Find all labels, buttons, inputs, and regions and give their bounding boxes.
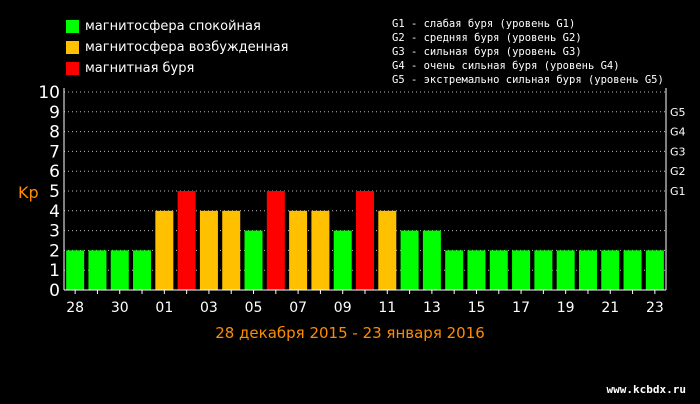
g-tick-label: G3 (670, 145, 686, 158)
y-axis-label: Kp (18, 183, 39, 202)
x-tick-label: 21 (601, 300, 619, 316)
x-tick-label: 01 (155, 300, 173, 316)
g-tick-label: G1 (670, 185, 686, 198)
x-tick-label: 30 (111, 300, 129, 316)
y-tick-label: 5 (49, 182, 60, 202)
site-watermark: www.kcbdx.ru (606, 383, 686, 396)
bar-10 (356, 191, 374, 290)
x-tick-label: 11 (378, 300, 396, 316)
legend-item-active: магнитосфера возбужденная (66, 37, 288, 58)
bar-07 (289, 210, 308, 290)
legend-label-storm: магнитная буря (85, 61, 195, 76)
y-tick-label: 4 (49, 202, 60, 222)
legend: магнитосфера спокойная магнитосфера возб… (66, 16, 288, 79)
g-level-legend: G1 - слабая буря (уровень G1) G2 - средн… (392, 17, 664, 87)
x-tick-label: 17 (512, 300, 530, 316)
x-tick-label: 03 (200, 300, 218, 316)
legend-swatch-quiet (66, 20, 79, 33)
y-tick-label: 10 (38, 83, 60, 103)
bar-13 (422, 230, 441, 290)
bar-21 (601, 250, 620, 290)
bar-09 (333, 230, 352, 290)
x-tick-label: 28 (66, 300, 84, 316)
x-tick-label: 23 (646, 300, 664, 316)
x-tick-label: 15 (468, 300, 486, 316)
y-tick-label: 0 (49, 281, 60, 301)
bar-22 (623, 250, 642, 290)
bar-31 (133, 250, 152, 290)
x-tick-label: 13 (423, 300, 441, 316)
bar-20 (578, 250, 597, 290)
bar-02 (177, 191, 196, 290)
bar-23 (645, 250, 664, 290)
g-level-3: G3 - сильная буря (уровень G3) (392, 46, 582, 58)
bar-04 (222, 210, 241, 290)
bar-05 (244, 230, 263, 290)
legend-label-active: магнитосфера возбужденная (85, 40, 289, 55)
bar-15 (467, 250, 486, 290)
bar-28 (66, 250, 85, 290)
g-tick-label: G2 (670, 165, 686, 178)
bar-17 (512, 250, 531, 290)
g-tick-label: G4 (670, 126, 686, 139)
g-level-2: G2 - средняя буря (уровень G2) (392, 32, 582, 44)
y-tick-label: 8 (49, 123, 60, 143)
y-tick-label: 6 (49, 162, 60, 182)
bar-03 (199, 210, 218, 290)
g-level-1: G1 - слабая буря (уровень G1) (392, 18, 576, 30)
x-tick-label: 05 (245, 300, 263, 316)
legend-item-quiet: магнитосфера спокойная (66, 16, 288, 37)
bar-19 (556, 250, 575, 290)
bar-18 (534, 250, 553, 290)
bar-16 (489, 250, 508, 290)
bar-12 (400, 230, 419, 290)
legend-swatch-active (66, 41, 79, 54)
bar-30 (110, 250, 129, 290)
legend-item-storm: магнитная буря (66, 58, 288, 79)
x-tick-label: 07 (289, 300, 307, 316)
bar-11 (378, 210, 397, 290)
bar-08 (311, 210, 330, 290)
y-tick-label: 7 (49, 142, 60, 162)
g-level-4: G4 - очень сильная буря (уровень G4) (392, 60, 620, 72)
legend-swatch-storm (66, 62, 79, 75)
y-tick-label: 1 (49, 261, 60, 281)
bar-01 (155, 210, 174, 290)
y-tick-label: 2 (49, 241, 60, 261)
bar-29 (88, 250, 107, 290)
x-tick-label: 19 (557, 300, 575, 316)
y-tick-label: 9 (49, 103, 60, 123)
x-tick-label: 09 (334, 300, 352, 316)
g-tick-label: G5 (670, 106, 686, 119)
bar-14 (445, 250, 464, 290)
bar-06 (266, 191, 285, 290)
y-tick-label: 3 (49, 222, 60, 242)
date-range-caption: 28 декабря 2015 - 23 января 2016 (215, 324, 485, 342)
legend-label-quiet: магнитосфера спокойная (85, 19, 261, 34)
g-level-5: G5 - экстремально сильная буря (уровень … (392, 74, 664, 86)
